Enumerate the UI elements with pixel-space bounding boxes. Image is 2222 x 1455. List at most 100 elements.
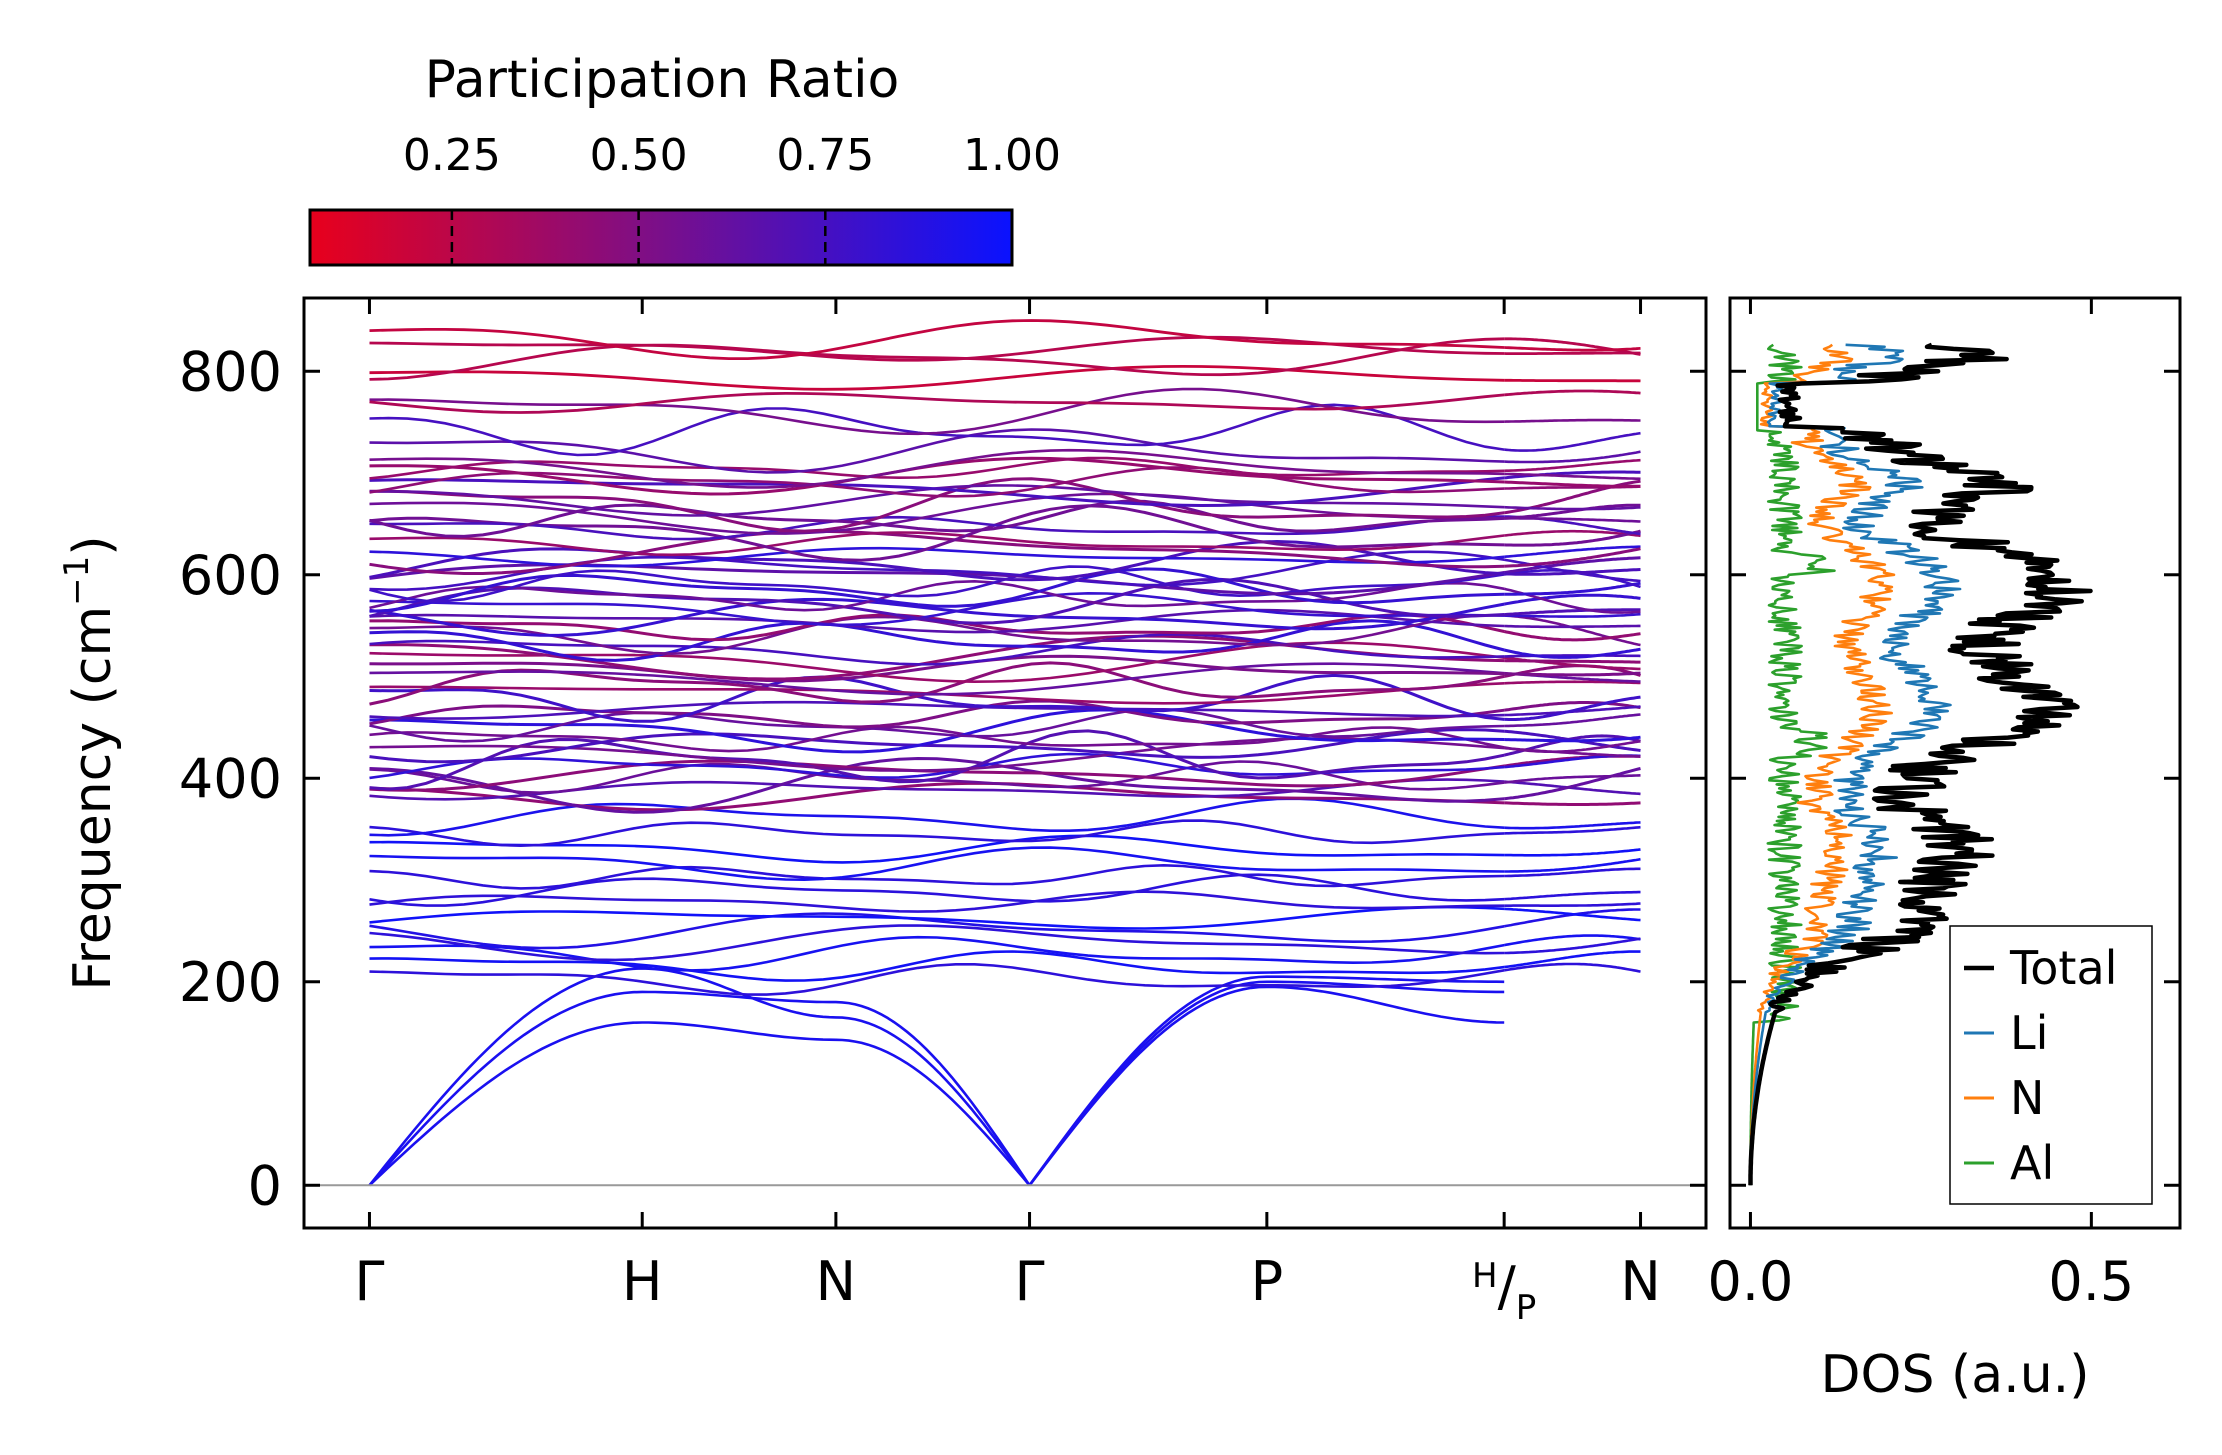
phonon-band <box>1504 821 1641 830</box>
phonon-band <box>369 448 1505 489</box>
colorbar-tick-label: 0.25 <box>403 130 501 181</box>
k-label: Γ <box>1015 1250 1045 1313</box>
phonon-band <box>369 699 1505 729</box>
phonon-band <box>1504 480 1641 488</box>
phonon-band <box>1503 630 1641 642</box>
phonon-band <box>1504 458 1641 473</box>
phonon-band <box>369 577 1505 625</box>
k-label: N <box>1620 1250 1660 1313</box>
acoustic-branch <box>1028 980 1505 1187</box>
band-structure-frame <box>302 296 1708 1230</box>
phonon-band <box>369 725 1505 753</box>
colorbar-title: Participation Ratio <box>425 50 900 110</box>
phonon-band <box>1504 472 1641 481</box>
phonon-band <box>369 632 1505 666</box>
colorbar-tick-label: 1.00 <box>963 130 1061 181</box>
phonon-band <box>1504 962 1641 973</box>
k-label: Γ <box>354 1250 384 1313</box>
phonon-band <box>369 591 1505 627</box>
y-axis-label-superscript: −1 <box>57 556 97 606</box>
phonon-band <box>369 539 1505 582</box>
phonon-band <box>369 565 1505 603</box>
dos-series-total <box>1748 342 2093 1186</box>
phonon-band <box>369 403 1505 457</box>
phonon-band <box>369 662 1505 696</box>
dos-series-li <box>1749 343 1962 1186</box>
phonon-band <box>369 661 1505 706</box>
dos-lines <box>1748 342 2093 1186</box>
phonon-band <box>1504 735 1641 743</box>
dos-series-n <box>1749 343 1896 1186</box>
phonon-band <box>369 912 1505 950</box>
phonon-band <box>1503 647 1641 659</box>
acoustic-branch <box>368 967 1031 1187</box>
phonon-band <box>369 873 1505 907</box>
phonon-band <box>369 428 1505 474</box>
phonon-band <box>1504 529 1641 538</box>
y-axis-label-close: ) <box>63 535 123 555</box>
phonon-band <box>1504 517 1641 523</box>
phonon-band <box>369 391 1505 414</box>
phonon-band <box>369 492 1505 535</box>
dos-frame <box>1728 296 2182 1230</box>
phonon-band <box>369 319 1505 360</box>
phonon-band <box>1504 825 1641 835</box>
phonon-band <box>1504 450 1641 464</box>
phonon-band <box>369 846 1505 882</box>
phonon-band <box>369 654 1505 683</box>
phonon-band <box>1504 581 1641 596</box>
legend-label: Total <box>2009 941 2117 995</box>
k-label: H <box>622 1250 663 1313</box>
y-tick-label: 600 <box>179 544 282 607</box>
phonon-band <box>1504 867 1641 878</box>
phonon-band <box>1504 848 1641 857</box>
phonon-band <box>1504 624 1641 629</box>
phonon-band <box>369 673 1505 723</box>
phonon-band <box>369 613 1505 642</box>
phonon-band <box>1504 612 1641 618</box>
phonon-band <box>1503 740 1641 753</box>
phonon-band <box>369 950 1505 982</box>
phonon-band <box>1504 937 1641 955</box>
phonon-band <box>1504 902 1641 907</box>
phonon-band <box>1504 418 1641 423</box>
phonon-band <box>369 529 1505 575</box>
phonon-band <box>369 531 1505 557</box>
phonon-band <box>1503 934 1641 947</box>
phonon-band <box>1504 547 1641 568</box>
dos-series-al <box>1749 343 1836 1186</box>
phonon-band <box>369 797 1505 837</box>
phonon-band <box>1504 774 1641 784</box>
phonon-band <box>1504 801 1641 806</box>
phonon-band <box>369 728 1505 764</box>
dos-x-tick-label: 0.0 <box>1708 1250 1794 1313</box>
phonon-band <box>1504 378 1641 383</box>
phonon-band <box>1504 545 1641 559</box>
y-tick-label: 200 <box>179 951 282 1014</box>
phonon-band <box>369 597 1505 637</box>
colorbar-ticks: 0.25 0.50 0.75 1.00 <box>403 130 1061 265</box>
phonon-band <box>369 476 1505 508</box>
k-label-h: H <box>1472 1256 1498 1296</box>
phonon-band <box>369 729 1505 791</box>
y-axis-label: Frequency (cm−1) <box>57 535 123 990</box>
phonon-band <box>369 890 1505 913</box>
phonon-band <box>1504 857 1641 873</box>
phonon-band <box>369 935 1505 972</box>
k-label-slash: / <box>1498 1255 1517 1318</box>
phonon-band <box>369 515 1505 541</box>
phonon-band <box>369 700 1505 720</box>
dos-axes: 0.0 0.5 <box>1708 298 2180 1313</box>
phonon-band <box>369 499 1505 538</box>
phonon-band <box>1504 568 1641 576</box>
y-axis-label-text: Frequency (cm <box>63 606 123 991</box>
legend-label: Li <box>2010 1006 2048 1060</box>
phonon-band <box>369 760 1505 795</box>
legend-label: N <box>2010 1071 2044 1125</box>
phonon-band <box>369 456 1505 480</box>
phonon-band <box>369 387 1505 436</box>
phonon-band <box>369 863 1505 890</box>
phonon-band <box>369 834 1505 864</box>
